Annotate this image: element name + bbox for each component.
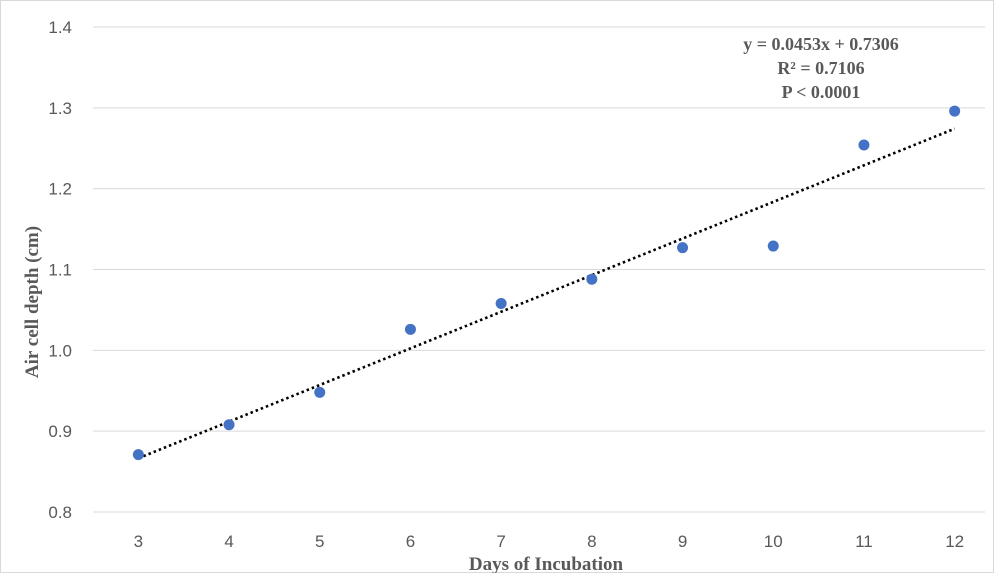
data-point [404, 323, 416, 335]
gridlines [93, 26, 985, 432]
r-squared-label: R² = 0.7106 [777, 58, 864, 78]
data-point [677, 242, 689, 254]
data-point [495, 297, 507, 309]
x-tick-label: 11 [855, 532, 873, 551]
data-point [132, 449, 144, 461]
data-point [223, 419, 235, 431]
data-point [858, 139, 870, 151]
data-point [767, 240, 779, 252]
p-value-label: P < 0.0001 [782, 82, 861, 102]
y-tick-label: 1.4 [48, 18, 72, 37]
y-axis-label: Air cell depth (cm) [22, 226, 43, 378]
regression-annotation: y = 0.0453x + 0.7306 R² = 0.7106 P < 0.0… [743, 34, 899, 102]
x-tick-label: 10 [764, 532, 783, 551]
x-tick-label: 9 [678, 532, 687, 551]
x-axis-label: Days of Incubation [469, 554, 624, 573]
x-tick-label: 12 [945, 532, 964, 551]
y-axis-ticks: 0.8 0.9 1.0 1.1 1.2 1.3 1.4 [48, 18, 72, 522]
trendline [137, 127, 956, 460]
x-tick-label: 8 [587, 532, 596, 551]
y-tick-label: 1.2 [48, 180, 72, 199]
x-tick-label: 6 [406, 532, 415, 551]
data-points [132, 105, 961, 461]
y-tick-label: 1.1 [48, 261, 72, 280]
trendline-group [137, 127, 956, 460]
x-tick-label: 4 [224, 532, 233, 551]
x-tick-label: 5 [315, 532, 324, 551]
x-axis-ticks: 3 4 5 6 7 8 9 10 11 12 [134, 532, 964, 551]
y-tick-label: 0.9 [48, 422, 72, 441]
x-tick-label: 7 [496, 532, 505, 551]
y-tick-label: 1.3 [48, 99, 72, 118]
y-tick-label: 1.0 [48, 341, 72, 360]
equation-label: y = 0.0453x + 0.7306 [743, 34, 899, 54]
data-point [586, 273, 598, 285]
data-point [314, 386, 326, 398]
x-tick-label: 3 [134, 532, 143, 551]
data-point [949, 105, 961, 117]
y-tick-label: 0.8 [48, 503, 72, 522]
